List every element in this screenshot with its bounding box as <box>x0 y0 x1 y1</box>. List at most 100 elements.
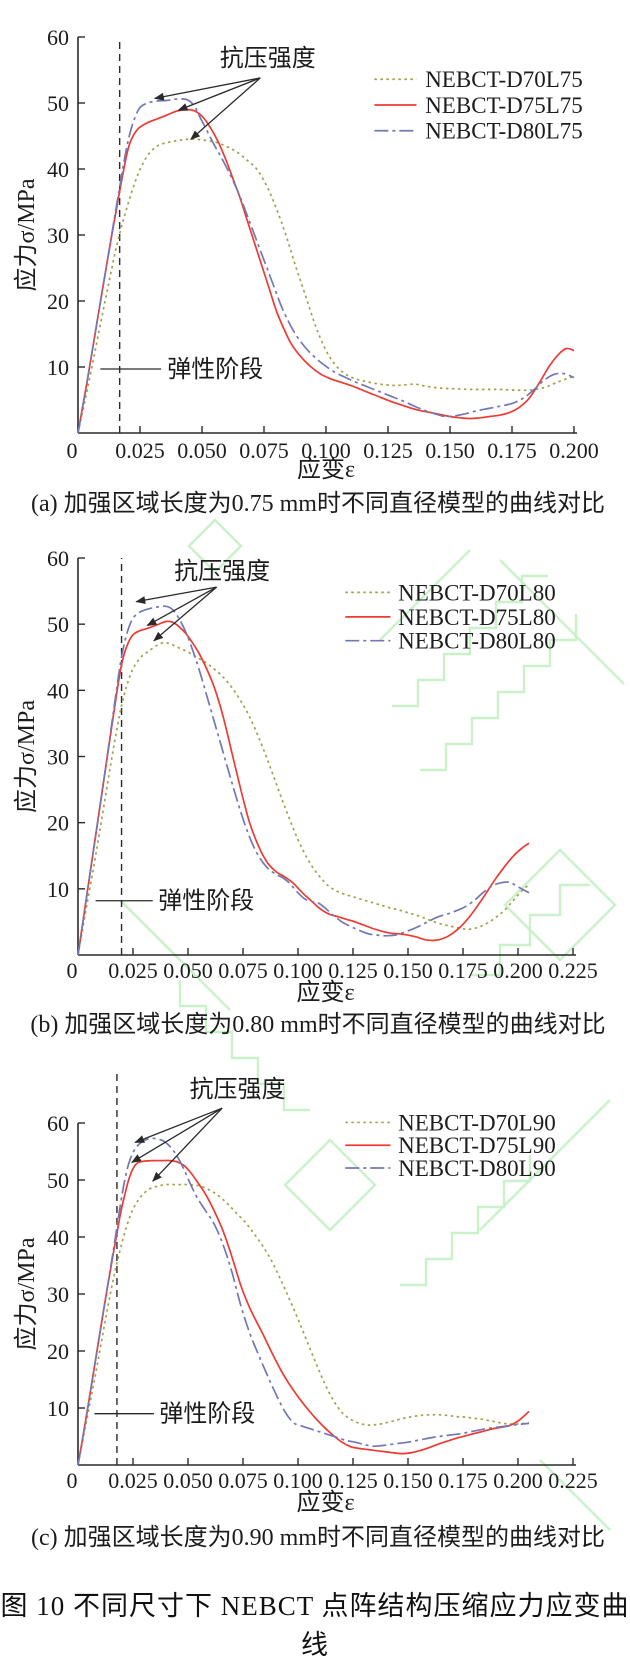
axes: 0 0.025 0.050 0.075 0.100 0.125 0.150 0.175 0.20… <box>47 25 599 463</box>
legend-label: NEBCT-D80L90 <box>398 1156 556 1181</box>
legend-label: NEBCT-D70L75 <box>425 67 583 92</box>
x-tick-label: 0.100 <box>301 438 351 463</box>
x-tick-label: 0.075 <box>218 1468 268 1493</box>
annotation-compressive-strength: 抗压强度 <box>153 45 316 140</box>
watermark-motif <box>539 1459 611 1531</box>
x-tick-label: 0.200 <box>549 438 599 463</box>
watermark-motif <box>392 574 548 708</box>
x-tick-label: 0.050 <box>163 1468 213 1493</box>
elastic-stage-label: 弹性阶段 <box>167 356 263 383</box>
watermark-motif <box>420 614 578 772</box>
watermark-motif <box>400 1155 532 1287</box>
x-tick-label: 0.175 <box>487 438 537 463</box>
figure-caption: 图 10 不同尺寸下 NEBCT 点阵结构压缩应力应变曲线 <box>0 1591 630 1660</box>
x-tick-label: 0 <box>67 1468 78 1493</box>
strength-arrow <box>153 77 261 101</box>
y-tick-label: 30 <box>47 745 69 770</box>
y-axis-title: 应力σ/MPa <box>13 178 40 291</box>
x-tick-label: 0.075 <box>218 958 268 983</box>
series-NEBCT-D70L90 <box>77 1183 530 1466</box>
elastic-stage-label: 弹性阶段 <box>159 1401 255 1428</box>
series-NEBCT-D75L75 <box>77 108 575 434</box>
annotation-compressive-strength: 抗压强度 <box>131 1076 286 1182</box>
watermark-motif <box>499 559 625 685</box>
y-tick-label: 50 <box>47 612 69 637</box>
x-tick-label: 0.200 <box>493 1468 543 1493</box>
strength-arrow <box>153 586 218 642</box>
x-tick-label: 0.125 <box>328 958 378 983</box>
subcaption: (c) 加强区域长度为0.90 mm时不同直径模型的曲线对比 <box>31 1524 605 1551</box>
strength-arrow <box>152 1107 223 1182</box>
series-NEBCT-D75L80 <box>77 620 530 956</box>
x-tick-label: 0.200 <box>493 958 543 983</box>
x-tick-label: 0.225 <box>548 1468 598 1493</box>
legend-label: NEBCT-D80L75 <box>425 119 583 144</box>
annotation-compressive-strength: 抗压强度 <box>135 558 270 642</box>
watermark-motif <box>178 980 310 1112</box>
y-tick-label: 40 <box>47 157 69 182</box>
series-NEBCT-D75L90 <box>77 1159 530 1466</box>
x-axis-title: 应变ε <box>296 1489 354 1516</box>
x-tick-label: 0.150 <box>425 438 475 463</box>
y-tick-label: 50 <box>47 91 69 116</box>
strength-arrow <box>131 1107 223 1163</box>
x-tick-label: 0.175 <box>438 1468 488 1493</box>
x-tick-label: 0.025 <box>115 438 165 463</box>
x-tick-label: 0.150 <box>383 1468 433 1493</box>
x-tick-label: 0 <box>67 958 78 983</box>
watermark-motif <box>503 848 617 962</box>
x-tick-label: 0.050 <box>163 958 213 983</box>
compressive-strength-label: 抗压强度 <box>220 45 316 72</box>
strength-arrow <box>135 586 217 605</box>
watermark-motif <box>379 549 471 641</box>
axes: 0 0.025 0.050 0.075 0.100 0.125 0.150 0.175 0.20… <box>47 546 598 983</box>
legend-label: NEBCT-D80L80 <box>398 629 556 654</box>
series-NEBCT-D80L90 <box>77 1137 530 1466</box>
series-NEBCT-D80L75 <box>77 98 575 434</box>
x-tick-label: 0.025 <box>108 1468 158 1493</box>
watermark-motif <box>479 1099 611 1231</box>
series-NEBCT-D70L75 <box>77 138 575 434</box>
y-tick-label: 60 <box>47 25 69 50</box>
x-tick-label: 0.125 <box>328 1468 378 1493</box>
y-tick-label: 30 <box>47 1282 69 1307</box>
legend-label: NEBCT-D75L90 <box>398 1133 556 1158</box>
x-tick-label: 0.175 <box>438 958 488 983</box>
watermark-motif <box>283 1138 377 1232</box>
y-tick-label: 60 <box>47 546 69 571</box>
y-axis-title: 应力σ/MPa <box>13 1237 40 1350</box>
compressive-strength-label: 抗压强度 <box>190 1076 286 1103</box>
y-tick-label: 60 <box>47 1111 69 1136</box>
y-tick-label: 30 <box>47 223 69 248</box>
x-tick-label: 0.225 <box>548 958 598 983</box>
y-tick-label: 10 <box>47 1396 69 1421</box>
subcaption: (b) 加强区域长度为0.80 mm时不同直径模型的曲线对比 <box>30 1011 605 1038</box>
x-tick-label: 0.100 <box>273 1468 323 1493</box>
x-tick-label: 0.150 <box>383 958 433 983</box>
x-tick-label: 0.050 <box>177 438 227 463</box>
strength-arrow <box>177 77 261 111</box>
legend-label: NEBCT-D70L80 <box>398 580 556 605</box>
legend-label: NEBCT-D70L90 <box>398 1110 556 1135</box>
subcaption: (a) 加强区域长度为0.75 mm时不同直径模型的曲线对比 <box>31 490 605 517</box>
x-axis-title: 应变ε <box>297 456 355 483</box>
annotation-elastic-stage: 弹性阶段 <box>95 888 254 915</box>
legend-label: NEBCT-D75L75 <box>425 93 583 118</box>
y-tick-label: 40 <box>47 678 69 703</box>
y-tick-label: 50 <box>47 1168 69 1193</box>
series-NEBCT-D80L80 <box>77 605 530 956</box>
watermark-motif <box>470 883 590 977</box>
compressive-strength-label: 抗压强度 <box>174 558 270 585</box>
y-tick-label: 10 <box>47 355 69 380</box>
x-tick-label: 0.125 <box>363 438 413 463</box>
elastic-stage-label: 弹性阶段 <box>158 888 254 915</box>
chart-b-stress-strain: 0 0.025 0.050 0.075 0.100 0.125 0.150 0.175 0.20… <box>13 546 606 1038</box>
strength-arrow <box>134 1107 223 1143</box>
axes: 0 0.025 0.050 0.075 0.100 0.125 0.150 0.175 0.20… <box>47 1111 598 1493</box>
y-tick-label: 20 <box>47 811 69 836</box>
legend-label: NEBCT-D75L80 <box>398 605 556 630</box>
